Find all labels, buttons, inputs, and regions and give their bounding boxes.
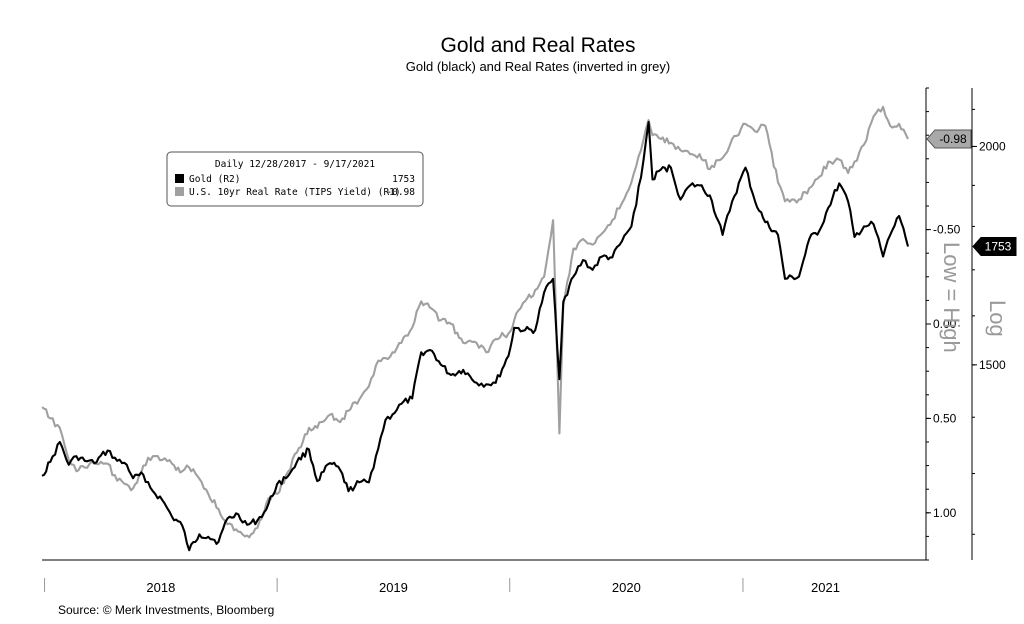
legend: Daily 12/28/2017 - 9/17/2021 Gold (R2) 1… <box>166 151 424 207</box>
legend-label-real-rate: U.S. 10yr Real Rate (TIPS Yield) (R1) <box>189 187 401 198</box>
real-rate-tick-label: 1.00 <box>933 506 957 520</box>
legend-header: Daily 12/28/2017 - 9/17/2021 <box>215 159 375 170</box>
real-rate-series-line <box>41 105 909 539</box>
source-note: Source: © Merk Investments, Bloomberg <box>58 603 274 617</box>
x-axis: 2018 2019 2020 2021 <box>44 578 840 595</box>
gold-last-tag-text: 1753 <box>985 240 1012 254</box>
legend-label-gold: Gold (R2) <box>189 174 240 185</box>
legend-box <box>166 151 424 207</box>
real-rate-last-tag-text: -0.98 <box>939 132 967 146</box>
real-rate-tick-label: 0.50 <box>933 411 957 425</box>
real-rate-axis-side-label: Low = High <box>939 242 964 353</box>
gold-series-line <box>41 121 910 552</box>
legend-swatch-gold <box>175 174 184 183</box>
chart-subtitle: Gold (black) and Real Rates (inverted in… <box>406 59 670 74</box>
gold-axis-side-label: Log <box>985 300 1010 337</box>
year-label: 2019 <box>379 580 408 595</box>
real-rate-tick-label: 0.00 <box>933 317 957 331</box>
year-label: 2021 <box>811 580 840 595</box>
gold-tick-label: 1500 <box>979 358 1006 372</box>
legend-last-gold: 1753 <box>392 174 415 185</box>
gold-last-tag <box>972 237 1017 257</box>
chart-title: Gold and Real Rates <box>441 34 636 57</box>
series-layer <box>41 105 910 552</box>
real-rate-axis: -0.50 0.00 0.50 1.00 <box>926 87 961 561</box>
gold-axis: 2000 1500 <box>972 108 1006 535</box>
legend-swatch-real-rate <box>175 187 184 196</box>
year-label: 2018 <box>146 580 175 595</box>
gold-tick-label: 2000 <box>979 139 1006 153</box>
real-rate-last-tag <box>926 129 972 149</box>
real-rate-tick-label: -0.50 <box>933 223 961 237</box>
last-value-tags: -0.98 1753 <box>926 129 1017 257</box>
year-label: 2020 <box>612 580 641 595</box>
legend-last-real-rate: -0.98 <box>386 187 415 198</box>
